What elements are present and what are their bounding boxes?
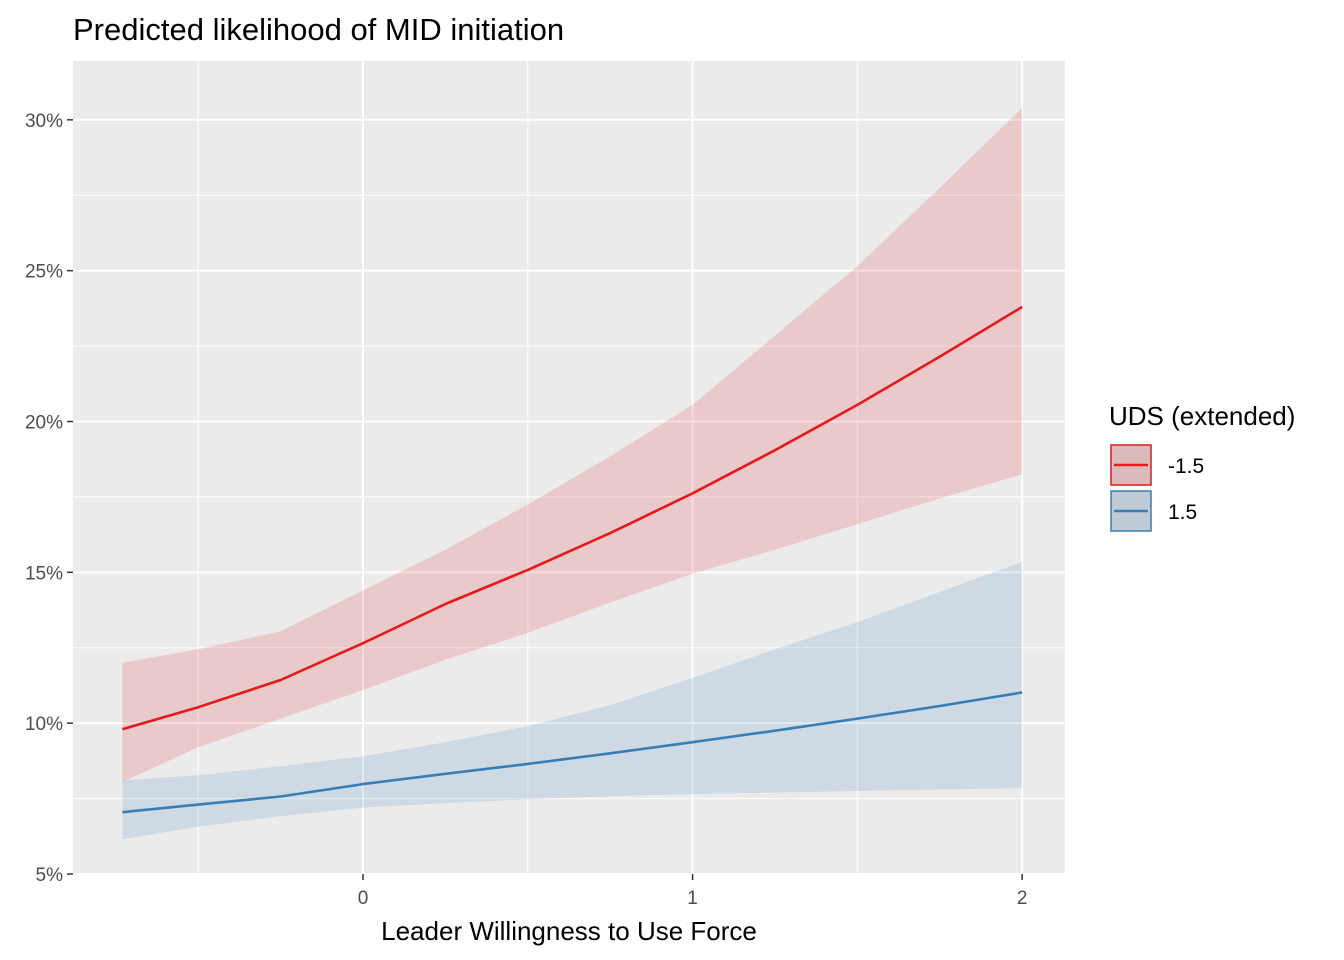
y-tick-label: 5% (36, 865, 64, 886)
major-gridlines (73, 61, 1065, 875)
y-axis-ticks: 5% 10% 15% 20% 25% 30% (25, 111, 73, 886)
legend-label: -1.5 (1168, 455, 1204, 478)
y-tick-label: 15% (25, 563, 63, 584)
legend: UDS (extended) -1.5 1.5 (1109, 401, 1295, 532)
x-tick-label: 0 (358, 888, 369, 909)
ribbon-series-0 (122, 107, 1023, 783)
plot-panel (73, 61, 1065, 874)
minor-gridlines (73, 61, 1065, 874)
x-tick-label: 2 (1017, 888, 1028, 909)
y-tick-label: 30% (25, 111, 63, 132)
y-tick-label: 25% (25, 262, 63, 283)
legend-label: 1.5 (1168, 501, 1197, 524)
x-axis-title: Leader Willingness to Use Force (381, 916, 757, 946)
y-tick-label: 20% (25, 412, 63, 433)
y-tick-label: 10% (25, 714, 63, 735)
chart-title: Predicted likelihood of MID initiation (73, 12, 564, 47)
legend-title: UDS (extended) (1109, 401, 1295, 431)
legend-item: 1.5 (1110, 490, 1197, 532)
x-axis-ticks: 0 1 2 (358, 874, 1028, 909)
line-series-1 (122, 691, 1023, 814)
series-lines (122, 305, 1023, 814)
x-tick-label: 1 (687, 888, 698, 909)
ribbon-series-1 (122, 561, 1023, 840)
line-series-0 (122, 305, 1023, 731)
legend-item: -1.5 (1110, 444, 1204, 486)
confidence-ribbons (122, 107, 1023, 840)
